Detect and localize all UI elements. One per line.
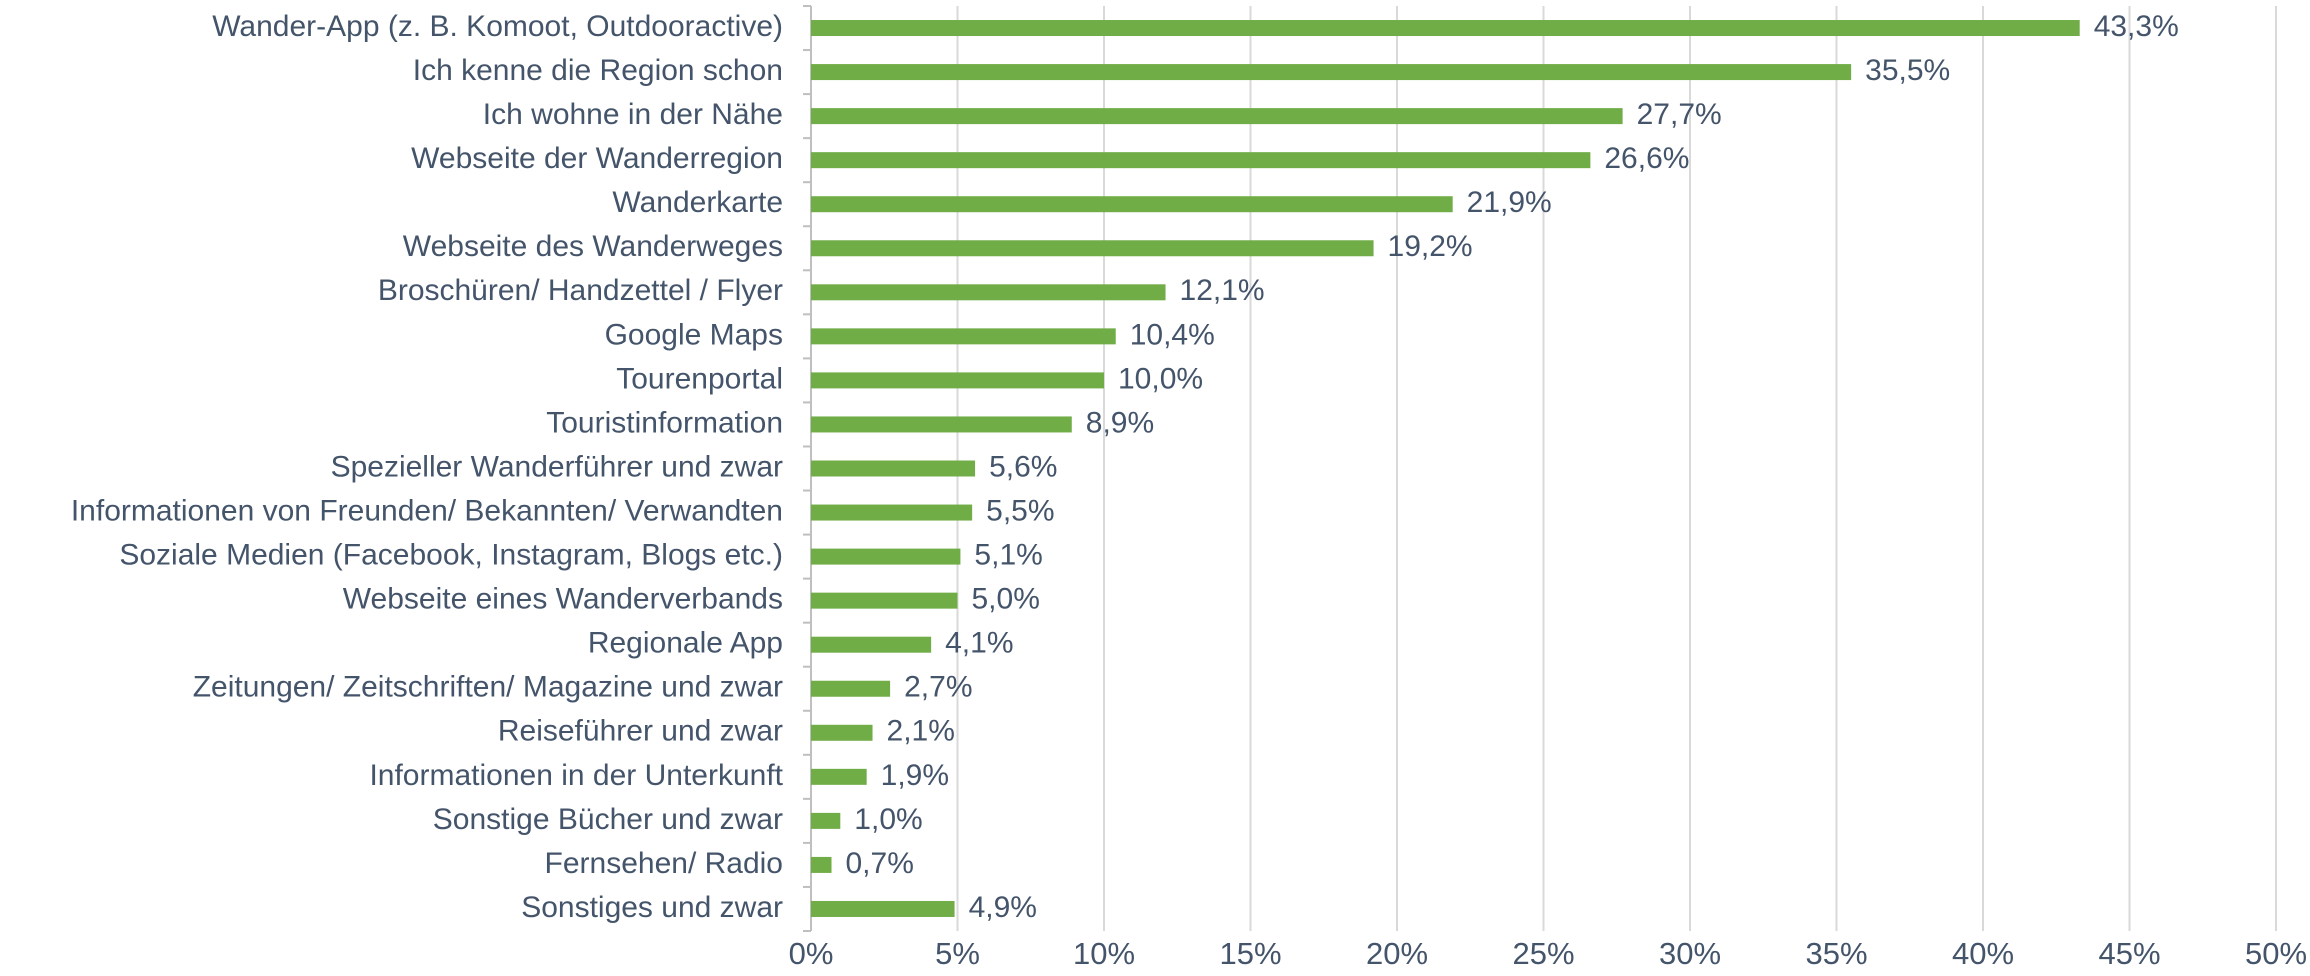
value-label: 43,3% bbox=[2094, 10, 2179, 43]
y-tick-label: Broschüren/ Handzettel / Flyer bbox=[378, 274, 783, 307]
y-tick-label: Soziale Medien (Facebook, Instagram, Blo… bbox=[119, 539, 783, 572]
bar bbox=[811, 240, 1374, 257]
y-tick-label: Sonstiges und zwar bbox=[521, 891, 783, 924]
bar bbox=[811, 636, 932, 653]
bar bbox=[811, 460, 976, 477]
bar bbox=[811, 152, 1591, 169]
y-tick-label: Touristinformation bbox=[546, 406, 783, 439]
y-tick-label: Tourenportal bbox=[616, 362, 783, 395]
bar bbox=[811, 592, 958, 609]
x-tick-label: 25% bbox=[1512, 936, 1574, 971]
value-label: 4,9% bbox=[969, 891, 1037, 924]
x-tick-label: 40% bbox=[1952, 936, 2014, 971]
x-tick-label: 10% bbox=[1073, 936, 1135, 971]
y-tick-label: Zeitungen/ Zeitschriften/ Magazine und z… bbox=[193, 671, 783, 704]
x-tick-label: 20% bbox=[1366, 936, 1428, 971]
bar bbox=[811, 284, 1166, 301]
y-tick-label: Ich wohne in der Nähe bbox=[483, 98, 783, 131]
x-tick-label: 30% bbox=[1659, 936, 1721, 971]
y-tick-label: Informationen von Freunden/ Bekannten/ V… bbox=[71, 494, 783, 527]
y-tick-label: Webseite der Wanderregion bbox=[411, 142, 783, 175]
bar bbox=[811, 724, 873, 741]
y-tick-label: Wander-App (z. B. Komoot, Outdooractive) bbox=[212, 10, 783, 43]
value-label: 1,0% bbox=[854, 803, 922, 836]
value-label: 5,0% bbox=[972, 583, 1040, 616]
x-tick-label: 45% bbox=[2098, 936, 2160, 971]
y-tick-label: Webseite eines Wanderverbands bbox=[343, 583, 783, 616]
x-tick-label: 15% bbox=[1219, 936, 1281, 971]
y-tick-label: Informationen in der Unterkunft bbox=[369, 759, 783, 792]
value-label: 26,6% bbox=[1604, 142, 1689, 175]
y-tick-label: Webseite des Wanderweges bbox=[403, 230, 783, 263]
value-label: 5,1% bbox=[974, 539, 1042, 572]
x-tick-label: 50% bbox=[2245, 936, 2307, 971]
bar bbox=[811, 548, 961, 565]
value-label: 5,5% bbox=[986, 494, 1054, 527]
x-tick-label: 0% bbox=[789, 936, 834, 971]
y-tick-label: Ich kenne die Region schon bbox=[413, 54, 783, 87]
value-label: 8,9% bbox=[1086, 406, 1154, 439]
value-label: 12,1% bbox=[1180, 274, 1265, 307]
value-label: 21,9% bbox=[1467, 186, 1552, 219]
bar bbox=[811, 64, 1852, 81]
bar bbox=[811, 20, 2080, 37]
value-label: 27,7% bbox=[1637, 98, 1722, 131]
y-tick-label: Sonstige Bücher und zwar bbox=[433, 803, 783, 836]
value-label: 1,9% bbox=[881, 759, 949, 792]
bar bbox=[811, 900, 955, 917]
x-tick-label: 35% bbox=[1805, 936, 1867, 971]
bar bbox=[811, 812, 841, 829]
x-tick-label: 5% bbox=[935, 936, 980, 971]
bar bbox=[811, 328, 1116, 345]
value-label: 35,5% bbox=[1865, 54, 1950, 87]
y-tick-label: Regionale App bbox=[588, 627, 783, 660]
value-label: 0,7% bbox=[846, 847, 914, 880]
value-label: 2,1% bbox=[887, 715, 955, 748]
y-tick-label: Fernsehen/ Radio bbox=[545, 847, 783, 880]
bar bbox=[811, 108, 1623, 125]
bar bbox=[811, 416, 1072, 433]
bar bbox=[811, 372, 1104, 389]
value-label: 10,0% bbox=[1118, 362, 1203, 395]
bar bbox=[811, 856, 832, 873]
value-label: 4,1% bbox=[945, 627, 1013, 660]
value-label: 19,2% bbox=[1388, 230, 1473, 263]
y-tick-label: Wanderkarte bbox=[612, 186, 783, 219]
bar bbox=[811, 680, 891, 697]
value-label: 2,7% bbox=[904, 671, 972, 704]
value-label: 10,4% bbox=[1130, 318, 1215, 351]
bar bbox=[811, 504, 973, 521]
y-tick-label: Reiseführer und zwar bbox=[498, 715, 783, 748]
y-tick-label: Google Maps bbox=[605, 318, 783, 351]
value-label: 5,6% bbox=[989, 450, 1057, 483]
bar bbox=[811, 768, 867, 785]
y-tick-label: Spezieller Wanderführer und zwar bbox=[331, 450, 783, 483]
bar bbox=[811, 196, 1453, 213]
